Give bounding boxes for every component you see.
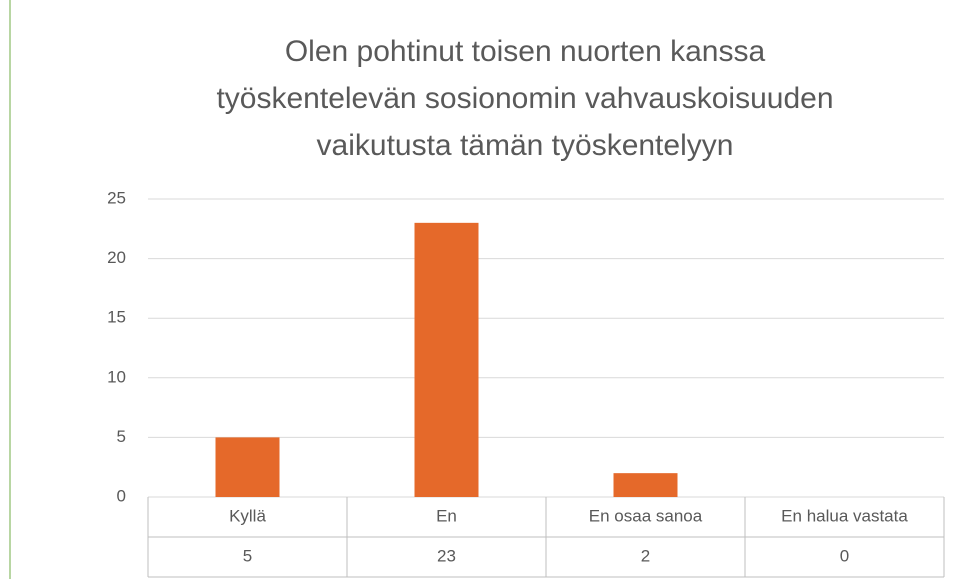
table-value: 23 [437,546,456,565]
y-tick-label: 20 [107,248,126,267]
y-tick-label: 5 [117,427,126,446]
chart-title: Olen pohtinut toisen nuorten kanssa työs… [216,35,834,162]
bar [613,473,678,497]
y-tick-label: 0 [117,486,126,505]
bar [414,222,479,497]
y-tick-label: 15 [107,308,126,327]
table-value: 0 [840,546,849,565]
x-tick-label: En [436,506,457,525]
y-tick-label: 10 [107,367,126,386]
x-tick-label: En halua vastata [781,506,908,525]
table-value: 5 [243,546,252,565]
x-tick-label: Kyllä [229,506,266,525]
x-tick-label: En osaa sanoa [589,506,703,525]
table-value: 2 [641,546,650,565]
bar [215,437,280,497]
y-tick-label: 25 [107,188,126,207]
